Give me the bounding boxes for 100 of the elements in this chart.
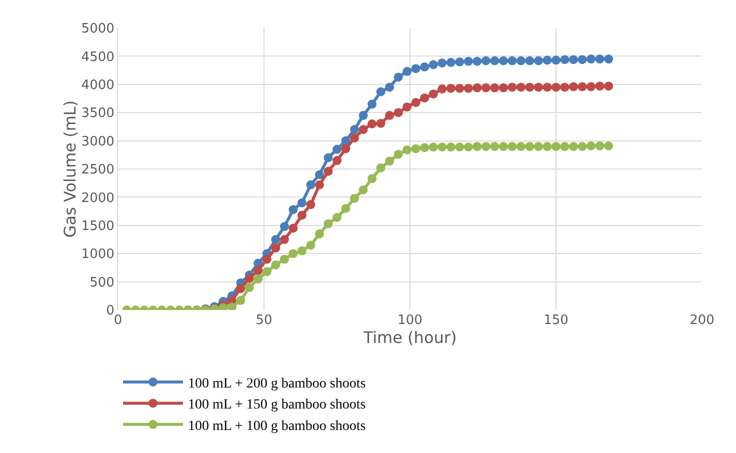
y-tick-label: 2000 (81, 190, 114, 206)
point (385, 156, 394, 166)
point (552, 56, 560, 65)
point (438, 84, 447, 94)
point (516, 82, 526, 92)
point (368, 119, 377, 128)
point (306, 180, 316, 190)
x-tick-label: 150 (544, 313, 568, 328)
point (411, 144, 420, 154)
point (578, 82, 587, 92)
point (586, 54, 596, 64)
point (542, 56, 552, 65)
point (446, 58, 456, 67)
point (262, 254, 272, 264)
y-tick-label: 3500 (81, 106, 114, 122)
point (508, 82, 517, 92)
point (376, 118, 386, 128)
point (254, 274, 263, 284)
point (420, 93, 430, 102)
point (490, 142, 500, 151)
point (332, 156, 342, 166)
point (498, 83, 508, 92)
y-tick-label: 3000 (81, 134, 114, 150)
point (472, 83, 482, 92)
point (358, 185, 368, 194)
y-tick-label: 2500 (81, 162, 114, 178)
y-tick-label: 1500 (81, 218, 114, 234)
legend-label: 100 mL + 100 g bamboo shoots (188, 418, 366, 434)
point (368, 174, 377, 184)
point (297, 210, 306, 220)
y-tick-label: 4500 (81, 50, 114, 65)
point (262, 267, 272, 276)
point (595, 54, 604, 64)
point (428, 142, 438, 152)
point (385, 82, 394, 92)
point (586, 82, 596, 92)
point (508, 56, 517, 66)
point (420, 143, 430, 152)
point (288, 205, 298, 214)
point (498, 56, 508, 66)
point (525, 142, 534, 151)
point (350, 125, 360, 134)
point (358, 125, 368, 134)
point (508, 142, 517, 151)
point (297, 198, 306, 208)
point (525, 56, 534, 66)
y-tick-label: 500 (90, 275, 114, 290)
y-tick-label: 4000 (81, 78, 114, 93)
point (314, 229, 324, 238)
point (402, 102, 412, 112)
point (446, 84, 456, 93)
point (314, 170, 324, 180)
x-tick-label: 50 (256, 313, 272, 328)
point (324, 219, 333, 228)
point (288, 249, 298, 258)
point (324, 166, 333, 176)
point (394, 72, 403, 82)
point (350, 194, 360, 203)
point (534, 82, 543, 92)
point (516, 142, 526, 151)
point (534, 142, 543, 151)
point (394, 108, 403, 118)
point (402, 66, 412, 76)
point (569, 55, 578, 64)
point (376, 87, 386, 96)
point (542, 142, 552, 151)
point (552, 82, 560, 92)
point (236, 284, 246, 294)
point (428, 60, 438, 70)
point (332, 213, 342, 222)
point (438, 58, 447, 68)
point (604, 141, 614, 150)
point (411, 98, 420, 107)
x-tick-label: 100 (398, 313, 422, 328)
point (376, 163, 386, 172)
point (455, 142, 464, 152)
point (569, 142, 578, 151)
point (595, 141, 604, 150)
point (560, 82, 570, 92)
point (604, 54, 614, 64)
point (244, 282, 254, 292)
point (481, 83, 490, 92)
point (472, 142, 482, 151)
point (552, 142, 560, 151)
point (560, 55, 570, 64)
point (578, 55, 587, 64)
point (455, 57, 464, 66)
point (420, 62, 430, 72)
point (464, 142, 473, 152)
point (464, 84, 473, 93)
point (464, 56, 473, 66)
point (350, 133, 360, 142)
point (280, 235, 289, 244)
point (306, 240, 316, 250)
point (271, 235, 280, 244)
x-tick-label: 200 (690, 313, 714, 328)
point (297, 246, 306, 256)
point (428, 89, 438, 98)
point (472, 56, 482, 66)
point (586, 141, 596, 150)
